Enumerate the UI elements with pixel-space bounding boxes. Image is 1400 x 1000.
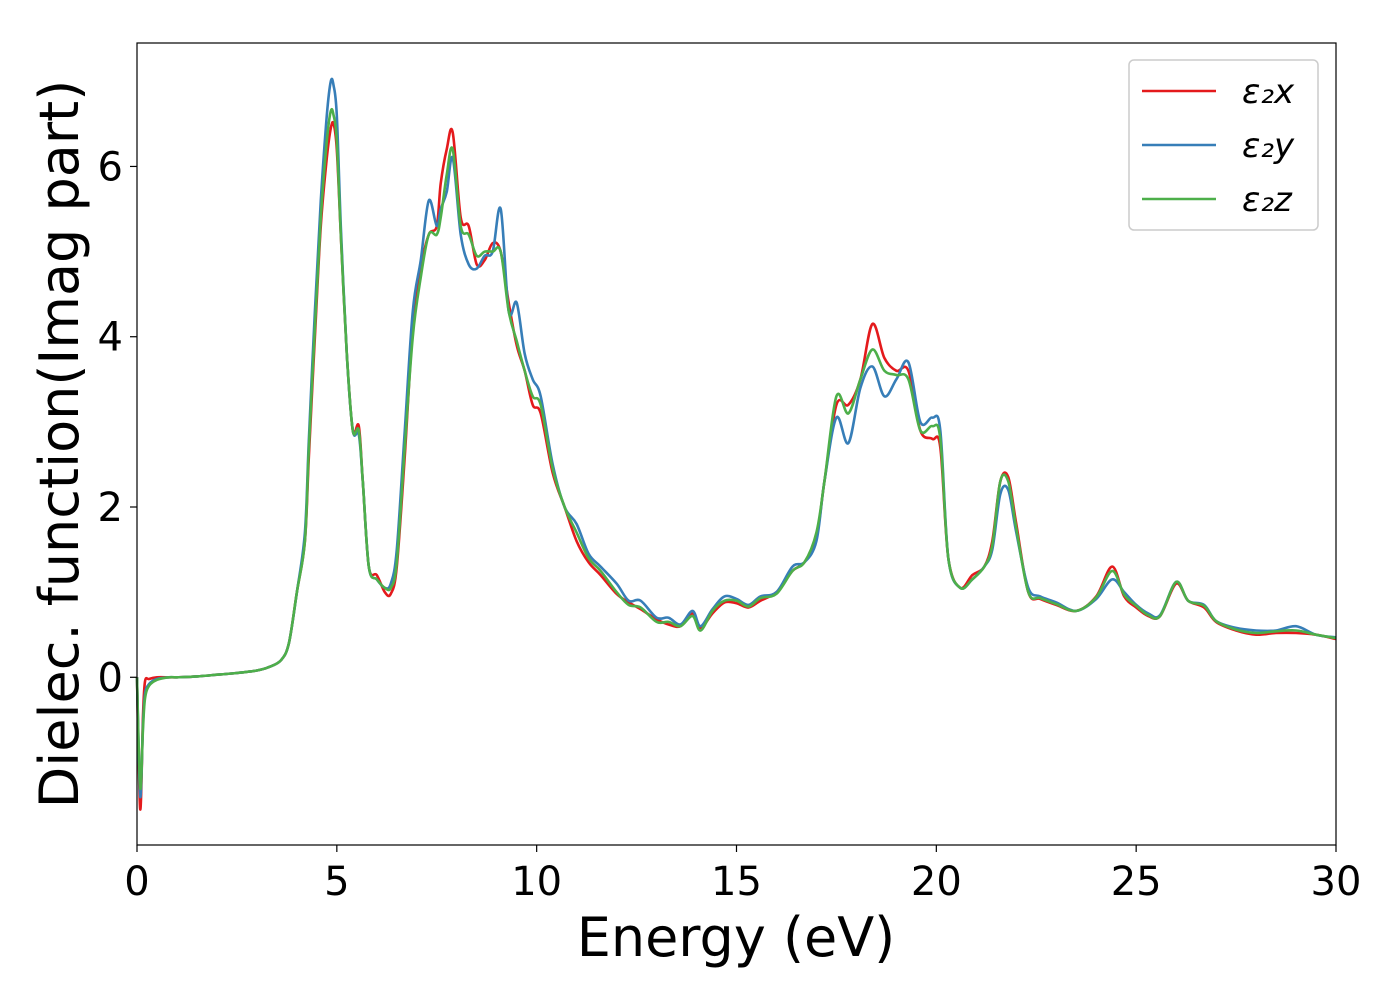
x-tick-label: 30 [1311, 859, 1362, 905]
y-axis-label: Dielec. function(Imag part) [28, 80, 91, 809]
legend-label: ε₂z [1242, 180, 1293, 220]
series-layer [135, 77, 1337, 811]
x-tick-label: 20 [911, 859, 962, 905]
y-tick-label: 6 [98, 144, 123, 190]
x-tick-label: 15 [711, 859, 762, 905]
x-axis-ticks: 0 5 10 15 20 25 30 [124, 845, 1361, 905]
y-axis-ticks: 0 2 4 6 [98, 144, 137, 701]
legend-box [1128, 59, 1319, 231]
x-axis-label: Energy (eV) [577, 906, 896, 969]
y-tick-label: 0 [98, 655, 123, 701]
y-tick-label: 4 [98, 315, 123, 361]
x-tick-label: 0 [124, 859, 149, 905]
x-tick-label: 10 [511, 859, 562, 905]
series-line-z [135, 107, 1337, 790]
y-tick-label: 2 [98, 485, 123, 531]
legend-label: ε₂x [1242, 72, 1295, 112]
legend-items: ε₂x ε₂y ε₂z [1142, 72, 1295, 220]
legend: ε₂x ε₂y ε₂z [1128, 59, 1319, 231]
x-tick-label: 5 [324, 859, 349, 905]
x-tick-label: 25 [1111, 859, 1162, 905]
legend-label: ε₂y [1242, 126, 1295, 166]
